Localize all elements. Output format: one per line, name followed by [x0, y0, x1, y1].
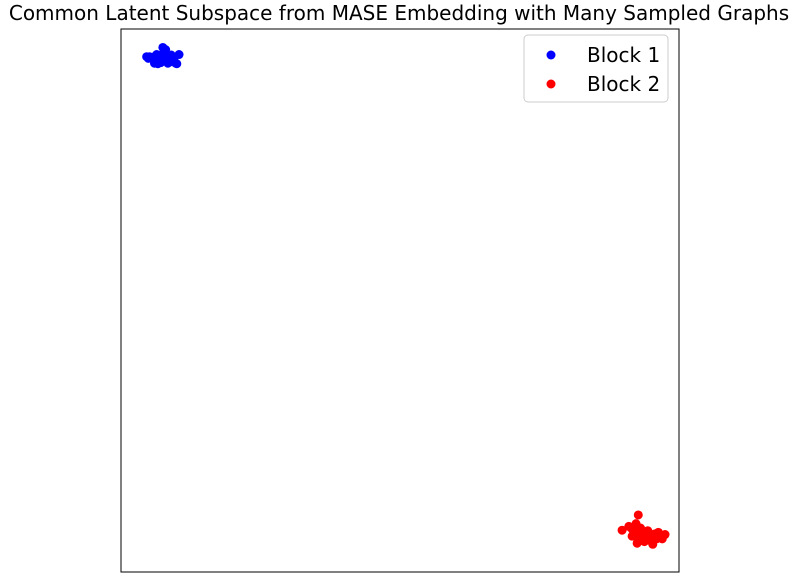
legend: Block 1 Block 2 — [523, 34, 669, 103]
point-series-1-25 — [174, 50, 184, 60]
point-series-1-33 — [150, 55, 160, 65]
point-series-2-39 — [657, 534, 667, 544]
data-points — [142, 42, 670, 549]
legend-marker-block-1 — [546, 50, 556, 60]
point-series-1-32 — [166, 50, 176, 60]
point-series-2-1 — [617, 525, 627, 535]
chart-title: Common Latent Subspace from MASE Embeddi… — [9, 1, 789, 25]
point-series-2-28 — [624, 521, 634, 531]
point-series-1-34 — [158, 42, 168, 52]
series-1 — [142, 42, 184, 69]
series-2 — [617, 510, 670, 549]
legend-label-block-2: Block 2 — [587, 72, 660, 96]
point-series-2-41 — [643, 526, 653, 536]
point-series-1-24 — [172, 59, 182, 69]
legend-label-block-1: Block 1 — [587, 43, 660, 67]
point-series-2-40 — [648, 532, 658, 542]
plot-area — [120, 28, 680, 573]
point-series-2-3 — [633, 510, 643, 520]
legend-marker-block-2 — [546, 79, 556, 89]
legend-box — [523, 34, 669, 103]
